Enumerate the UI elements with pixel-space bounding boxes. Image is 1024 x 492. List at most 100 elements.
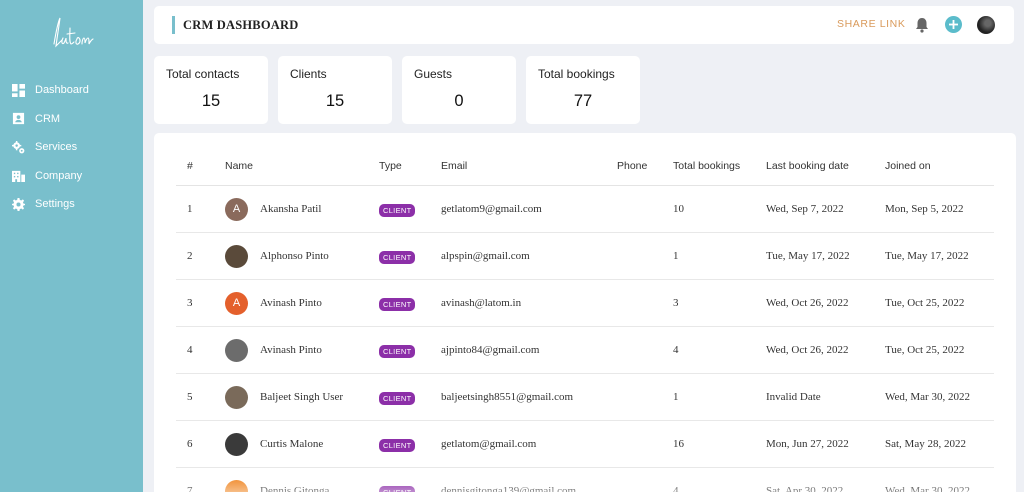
contact-email: alpspin@gmail.com [441, 250, 530, 262]
table-row[interactable]: 6 Curtis Malone getlatom@gmail.com 16 Mon, J… [154, 421, 1016, 468]
avatar [225, 433, 248, 456]
column-header-total-bookings[interactable]: Total bookings [673, 160, 741, 172]
row-divider [176, 373, 994, 374]
joined-on: Mon, Sep 5, 2022 [885, 203, 964, 215]
row-number: 3 [187, 297, 193, 309]
stat-card-clients: Clients 15 [278, 56, 392, 124]
stat-label: Guests [414, 67, 453, 81]
last-booking-date: Tue, May 17, 2022 [766, 250, 850, 262]
contact-name: Avinash Pinto [260, 297, 322, 309]
last-booking-date: Wed, Sep 7, 2022 [766, 203, 844, 215]
sidebar-item-label: Services [35, 141, 78, 154]
sidebar-item-label: Dashboard [35, 84, 89, 97]
column-header-phone[interactable]: Phone [617, 160, 648, 172]
sidebar-item-company[interactable]: Company [0, 162, 143, 191]
sidebar-item-services[interactable]: Services [0, 133, 143, 162]
stat-value: 77 [573, 92, 593, 110]
bell-icon[interactable] [915, 17, 929, 33]
type-badge: CLIENT [379, 251, 416, 264]
latom-logo[interactable] [48, 14, 98, 58]
row-divider [176, 467, 994, 468]
gear-icon [12, 197, 25, 211]
top-header: CRM DASHBOARD SHARE LINK [154, 6, 1014, 44]
row-divider [176, 232, 994, 233]
avatar: A [225, 292, 248, 315]
sidebar-item-settings[interactable]: Settings [0, 190, 143, 219]
dashboard-icon [12, 83, 25, 97]
column-header-name[interactable]: Name [225, 160, 254, 172]
total-bookings: 10 [673, 203, 684, 215]
row-number: 1 [187, 203, 193, 215]
joined-on: Sat, May 28, 2022 [885, 438, 966, 450]
row-divider [176, 420, 994, 421]
stat-card-total-bookings: Total bookings 77 [526, 56, 640, 124]
user-avatar[interactable] [977, 16, 995, 34]
type-badge: CLIENT [379, 204, 416, 217]
contact-name: Curtis Malone [260, 438, 324, 450]
table-row[interactable]: 2 Alphonso Pinto alpspin@gmail.com 1 Tue, Ma… [154, 233, 1016, 280]
stat-card-guests: Guests 0 [402, 56, 516, 124]
sidebar-nav: Dashboard CRM Services Company Settings [0, 76, 143, 219]
avatar [225, 339, 248, 362]
row-divider [176, 279, 994, 280]
last-booking-date: Sat, Apr 30, 2022 [766, 485, 844, 492]
contact-name: Baljeet Singh User [260, 391, 344, 403]
sidebar-item-label: Settings [35, 198, 75, 211]
total-bookings: 1 [673, 250, 679, 262]
contact-email: getlatom9@gmail.com [441, 203, 542, 215]
avatar [225, 386, 248, 409]
avatar [225, 245, 248, 268]
sidebar-item-dashboard[interactable]: Dashboard [0, 76, 143, 105]
total-bookings: 3 [673, 297, 679, 309]
column-header-number[interactable]: # [187, 160, 193, 172]
sidebar-item-label: CRM [35, 112, 61, 125]
joined-on: Tue, Oct 25, 2022 [885, 297, 965, 309]
joined-on: Tue, May 17, 2022 [885, 250, 969, 262]
gears-icon [12, 140, 25, 154]
contact-name: Dennis Gitonga [260, 485, 330, 492]
table-row[interactable]: 4 Avinash Pinto ajpinto84@gmail.com 4 Wed, O… [154, 327, 1016, 374]
stat-card-total-contacts: Total contacts 15 [154, 56, 268, 124]
avatar [225, 480, 248, 492]
column-header-last-booking-date[interactable]: Last booking date [766, 160, 849, 172]
plus-circle-icon[interactable] [945, 16, 962, 33]
type-badge: CLIENT [379, 486, 416, 492]
row-number: 4 [187, 344, 193, 356]
header-divider [176, 185, 994, 186]
row-divider [176, 326, 994, 327]
row-number: 6 [187, 438, 193, 450]
avatar: A [225, 198, 248, 221]
type-badge: CLIENT [379, 298, 416, 311]
total-bookings: 1 [673, 391, 679, 403]
stat-value: 15 [201, 92, 221, 110]
row-number: 5 [187, 391, 193, 403]
last-booking-date: Invalid Date [766, 391, 821, 403]
table-row[interactable]: 1 Akansha Patil getlatom9@gmail.com 10 Wed, … [154, 186, 1016, 233]
joined-on: Tue, Oct 25, 2022 [885, 344, 965, 356]
stat-value: 15 [325, 92, 345, 110]
row-number: 7 [187, 485, 193, 492]
share-link-button[interactable]: SHARE LINK [837, 18, 906, 30]
contact-name: Avinash Pinto [260, 344, 322, 356]
last-booking-date: Mon, Jun 27, 2022 [766, 438, 849, 450]
joined-on: Wed, Mar 30, 2022 [885, 485, 970, 492]
contact-email: getlatom@gmail.com [441, 438, 537, 450]
contact-email: baljeetsingh8551@gmail.com [441, 391, 574, 403]
building-icon [12, 171, 25, 183]
row-number: 2 [187, 250, 193, 262]
table-row[interactable]: 7 Dennis Gitonga dennisgitonga139@gmail.co… [154, 468, 1016, 492]
type-badge: CLIENT [379, 392, 416, 405]
page-title: CRM DASHBOARD [172, 16, 298, 34]
column-header-joined-on[interactable]: Joined on [885, 160, 931, 172]
contact-email: avinash@latom.in [441, 297, 522, 309]
stat-label: Clients [290, 67, 327, 81]
column-header-type[interactable]: Type [379, 160, 402, 172]
table-row[interactable]: 5 Baljeet Singh User baljeetsingh8551@gmai… [154, 374, 1016, 421]
column-header-email[interactable]: Email [441, 160, 468, 172]
stat-label: Total contacts [166, 67, 240, 81]
stat-value: 0 [454, 92, 464, 110]
sidebar-item-crm[interactable]: CRM [0, 105, 143, 134]
total-bookings: 4 [673, 344, 679, 356]
table-row[interactable]: 3 Avinash Pinto avinash@latom.in 3 Wed, Oct … [154, 280, 1016, 327]
contacts-table: # Name Type Email Phone Total bookings L… [154, 133, 1016, 492]
